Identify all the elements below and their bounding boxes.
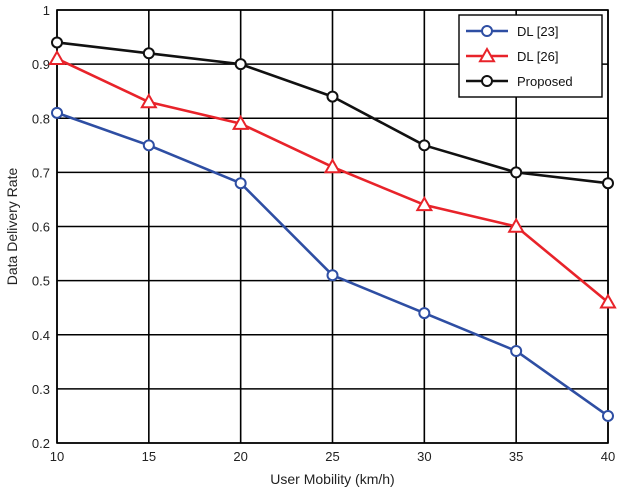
data-point-dl-26 — [599, 293, 617, 309]
legend-marker-dl-26 — [478, 46, 496, 63]
data-point-dl-23 — [418, 307, 431, 320]
legend-label-proposed: Proposed — [517, 74, 573, 89]
data-point-dl-23 — [602, 409, 614, 422]
y-tick-label: 0.9 — [32, 57, 50, 72]
x-tick-label: 20 — [233, 449, 247, 464]
data-point-dl-26 — [48, 49, 66, 65]
y-tick-label: 0.2 — [32, 436, 50, 451]
y-tick-label: 0.6 — [32, 220, 50, 235]
y-tick-label: 0.5 — [32, 274, 50, 289]
y-tick-label: 1 — [43, 3, 50, 18]
data-point-dl-23 — [510, 344, 523, 357]
legend-marker-proposed — [481, 75, 493, 87]
data-point-proposed — [326, 90, 339, 103]
axes: 10 15 20 25 30 35 40 0.2 0.3 0.4 0.5 0.6 0.7 0.8 0.9 1 — [32, 3, 615, 464]
data-point-proposed — [142, 47, 155, 60]
x-tick-label: 25 — [325, 449, 339, 464]
legend-marker-dl-23 — [481, 25, 493, 37]
y-tick-label: 0.7 — [32, 165, 50, 180]
x-tick-label: 30 — [417, 449, 431, 464]
y-tick-label: 0.4 — [32, 328, 50, 343]
data-point-dl-23 — [142, 139, 155, 152]
data-point-dl-26 — [323, 157, 342, 174]
x-tick-label: 40 — [601, 449, 615, 464]
data-point-dl-26 — [140, 92, 158, 109]
y-axis-title: Data Delivery Rate — [4, 168, 20, 286]
data-point-dl-26 — [231, 114, 250, 130]
x-axis-title: User Mobility (km/h) — [270, 471, 394, 487]
data-point-dl-23 — [234, 177, 247, 190]
y-tick-label: 0.3 — [32, 382, 50, 397]
data-point-proposed — [234, 58, 247, 71]
data-point-proposed — [418, 139, 431, 152]
legend-label-dl-26: DL [26] — [517, 49, 558, 64]
data-point-proposed — [51, 36, 63, 49]
legend: DL [23] DL [26] Proposed — [458, 14, 603, 98]
data-point-proposed — [602, 177, 614, 190]
data-point-dl-23 — [326, 269, 339, 282]
x-tick-label: 10 — [50, 449, 64, 464]
data-point-proposed — [510, 166, 523, 179]
x-tick-label: 15 — [142, 449, 156, 464]
series-proposed — [51, 36, 614, 190]
data-point-dl-26 — [415, 195, 434, 212]
series-dl-23 — [51, 106, 614, 422]
x-tick-label: 35 — [509, 449, 523, 464]
data-point-dl-23 — [51, 106, 63, 119]
series-group — [48, 36, 617, 422]
series-dl-26 — [48, 49, 617, 309]
legend-label-dl-23: DL [23] — [517, 24, 558, 39]
data-point-dl-26 — [507, 217, 525, 233]
y-tick-label: 0.8 — [32, 111, 50, 126]
plot-frame — [56, 9, 609, 444]
